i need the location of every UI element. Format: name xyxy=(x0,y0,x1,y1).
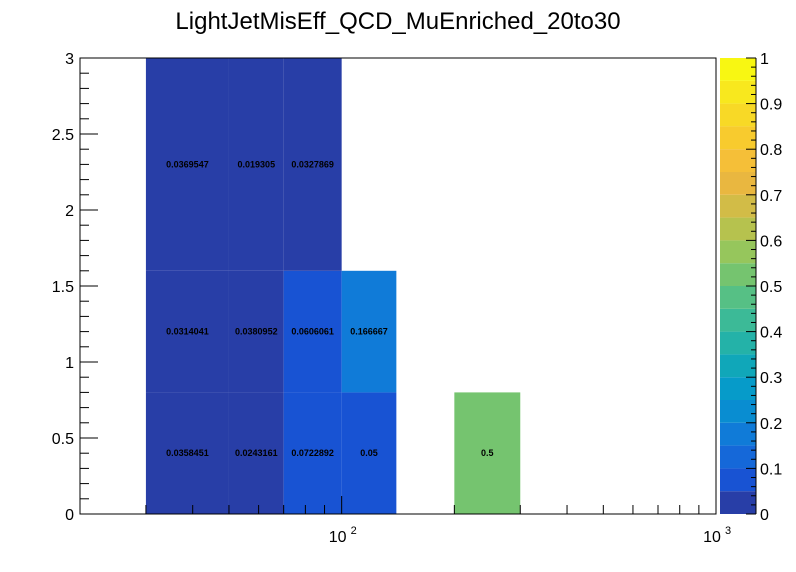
y-tick-label: 0 xyxy=(65,507,74,524)
cell-labels: 0.0358451 0.0243161 0.0722892 0.05 0.5 0.0314… xyxy=(166,159,493,458)
heatmap-cell xyxy=(341,392,397,514)
colorbar-step xyxy=(720,240,756,264)
colorbar-step xyxy=(720,422,756,446)
colorbar-step xyxy=(720,172,756,195)
colorbar-tick-label: 0.5 xyxy=(760,279,782,296)
y-tick-label: 2.5 xyxy=(52,127,74,144)
x-tick-label-base: 10 xyxy=(329,529,347,546)
heatmap-cell xyxy=(228,58,284,271)
colorbar-step xyxy=(720,126,756,150)
colorbar-step xyxy=(720,491,756,514)
colorbar-step xyxy=(720,80,756,104)
cell-value-label: 0.0606061 xyxy=(291,327,334,337)
heatmap-cells xyxy=(145,58,521,514)
y-tick-label: 2 xyxy=(65,203,74,220)
colorbar: 0 0.1 0.2 0.3 0.4 0.5 0.6 0.7 0.8 0.9 1 xyxy=(720,51,782,524)
colorbar-tick-label: 0.7 xyxy=(760,188,782,205)
heatmap-cell xyxy=(228,270,284,393)
cell-value-label: 0.5 xyxy=(481,448,494,458)
y-tick-label: 3 xyxy=(65,51,74,68)
heatmap-cell xyxy=(283,392,342,514)
heatmap-cell xyxy=(341,270,397,393)
colorbar-tick-label: 0.3 xyxy=(760,370,782,387)
cell-value-label: 0.0243161 xyxy=(235,448,278,458)
heatmap-cell xyxy=(145,392,229,514)
y-tick-label: 0.5 xyxy=(52,431,74,448)
x-axis: 10 2 10 3 xyxy=(79,496,731,546)
colorbar-step xyxy=(720,377,756,400)
heatmap-cell xyxy=(283,58,342,271)
y-tick-label: 1.5 xyxy=(52,279,74,296)
colorbar-tick-label: 0.4 xyxy=(760,325,782,342)
colorbar-step xyxy=(720,58,756,81)
colorbar-step xyxy=(720,308,756,332)
colorbar-tick-label: 0.9 xyxy=(760,97,782,114)
y-axis: 0 0.5 1 1.5 2 2.5 3 xyxy=(52,51,98,524)
y-tick-label: 1 xyxy=(65,355,74,372)
colorbar-step xyxy=(720,286,756,309)
cell-value-label: 0.019305 xyxy=(238,159,276,169)
colorbar-step xyxy=(720,400,756,423)
x-tick-label-exponent: 2 xyxy=(351,525,357,537)
cell-value-label: 0.0369547 xyxy=(166,159,209,169)
colorbar-tick-label: 0.8 xyxy=(760,142,782,159)
colorbar-tick-label: 0 xyxy=(760,507,769,524)
colorbar-tick-label: 0.6 xyxy=(760,233,782,250)
colorbar-step xyxy=(720,331,756,355)
colorbar-step xyxy=(720,103,756,127)
cell-value-label: 0.0327869 xyxy=(291,159,334,169)
colorbar-step xyxy=(720,217,756,241)
colorbar-step xyxy=(720,445,756,469)
cell-value-label: 0.0314041 xyxy=(166,327,209,337)
heatmap-cell xyxy=(228,392,284,514)
colorbar-step xyxy=(720,194,756,218)
colorbar-step xyxy=(720,149,756,172)
colorbar-step xyxy=(720,263,756,286)
cell-value-label: 0.0358451 xyxy=(166,448,209,458)
x-tick-label-base: 10 xyxy=(703,529,721,546)
heatmap-cell xyxy=(454,392,521,514)
colorbar-tick-label: 0.1 xyxy=(760,461,782,478)
cell-value-label: 0.0722892 xyxy=(291,448,334,458)
cell-value-label: 0.166667 xyxy=(350,327,388,337)
heatmap-cell xyxy=(145,58,229,271)
colorbar-tick-label: 0.2 xyxy=(760,416,782,433)
chart-title: LightJetMisEff_QCD_MuEnriched_20to30 xyxy=(175,8,620,35)
colorbar-tick-label: 1 xyxy=(760,51,769,68)
heatmap-cell xyxy=(283,270,342,393)
x-tick-label-exponent: 3 xyxy=(725,525,731,537)
colorbar-step xyxy=(720,354,756,378)
heatmap-cell xyxy=(145,270,229,393)
cell-value-label: 0.05 xyxy=(360,448,378,458)
colorbar-step xyxy=(720,468,756,492)
cell-value-label: 0.0380952 xyxy=(235,327,278,337)
